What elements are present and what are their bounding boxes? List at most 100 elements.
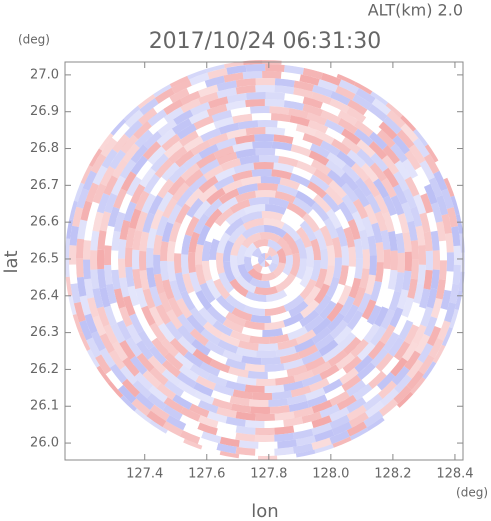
echo-cell [340, 172, 359, 192]
echo-cell [257, 182, 279, 192]
echo-cell [281, 222, 301, 242]
echo-cell [162, 404, 183, 421]
echo-cell [410, 376, 428, 397]
echo-cell [423, 231, 433, 252]
x-tick-label: 127.6 [188, 467, 225, 482]
echo-cell [120, 171, 137, 192]
echo-cell [255, 378, 276, 387]
echo-cell [345, 266, 356, 287]
echo-cell [174, 352, 194, 370]
echo-cell [311, 422, 333, 436]
echo-cell [216, 406, 237, 419]
echo-cell [104, 245, 112, 266]
echo-cell [330, 283, 345, 305]
echo-cell [407, 220, 418, 242]
echo-cell [396, 289, 409, 310]
echo-cell [274, 85, 295, 95]
echo-cell [417, 343, 434, 364]
echo-cell [179, 414, 200, 429]
echo-cell [452, 264, 461, 285]
echo-cell [90, 230, 100, 251]
echo-cell [393, 340, 411, 361]
echo-cell [235, 190, 257, 204]
echo-cell [353, 238, 363, 259]
echo-cell [301, 373, 323, 388]
echo-cell [217, 196, 239, 214]
echo-cell [192, 348, 213, 366]
echo-cell [401, 270, 412, 291]
echo-cell [363, 410, 384, 428]
echo-cell [161, 359, 181, 378]
echo-cell [326, 302, 344, 322]
echo-cell [200, 127, 221, 143]
echo-cell [371, 222, 383, 244]
echo-cell [440, 289, 452, 311]
echo-cell [369, 162, 387, 182]
echo-cell [313, 229, 327, 250]
chart-title: 2017/10/24 06:31:30 [149, 29, 382, 54]
echo-cell [267, 296, 290, 309]
echo-cell [120, 134, 139, 154]
echo-cell [290, 385, 312, 398]
echo-cell [203, 321, 223, 339]
echo-cell [251, 247, 262, 258]
echo-cell [319, 404, 340, 419]
echo-cell [327, 349, 348, 368]
echo-cell [390, 213, 403, 235]
echo-cell [413, 127, 431, 147]
echo-cell [420, 193, 434, 214]
echo-cell [359, 268, 370, 289]
y-axis-label: lat [1, 250, 22, 273]
echo-cell [352, 286, 367, 308]
echo-cell [362, 393, 383, 411]
echo-cell [172, 394, 193, 410]
echo-cell [341, 194, 358, 215]
echo-cell [302, 96, 323, 109]
echo-cell [204, 340, 226, 356]
echo-cell [131, 398, 151, 417]
echo-cell [292, 137, 313, 150]
echo-cell [123, 201, 137, 222]
echo-cell [324, 385, 346, 401]
echo-cell [180, 407, 201, 422]
y-tick-label: 26.1 [30, 399, 59, 414]
echo-cell [161, 162, 180, 182]
echo-cell [235, 274, 257, 294]
echo-cell [368, 140, 388, 160]
echo-cell [258, 441, 278, 450]
echo-cell [412, 324, 427, 345]
echo-cell [248, 197, 270, 206]
echo-cell [273, 134, 294, 145]
echo-cell [149, 286, 163, 307]
echo-cell [353, 128, 374, 147]
echo-cell [193, 213, 210, 235]
echo-cell [213, 278, 231, 300]
echo-cell [413, 283, 425, 304]
echo-cell [112, 133, 130, 154]
echo-cell [227, 224, 247, 244]
echo-cell [331, 138, 352, 156]
echo-cell [225, 380, 246, 392]
echo-cell [268, 197, 290, 209]
echo-cell [312, 84, 333, 98]
echo-cell [162, 197, 178, 219]
echo-cell [346, 421, 368, 437]
echo-cell [320, 140, 341, 157]
x-tick-label: 127.8 [250, 467, 287, 482]
echo-cell [130, 144, 149, 164]
echo-cell [99, 211, 111, 232]
echo-cell [126, 176, 142, 197]
echo-cell [185, 215, 200, 237]
echo-cell [212, 398, 233, 411]
echo-cell [141, 305, 156, 327]
echo-cell [367, 340, 386, 360]
echo-cell [230, 254, 242, 279]
echo-cell [362, 385, 382, 403]
echo-cell [325, 276, 340, 298]
echo-cell [288, 107, 309, 120]
echo-cell [134, 371, 154, 391]
echo-cell [329, 390, 350, 407]
echo-cell [198, 306, 218, 326]
echo-cell [270, 310, 292, 323]
echo-cell [267, 369, 288, 379]
